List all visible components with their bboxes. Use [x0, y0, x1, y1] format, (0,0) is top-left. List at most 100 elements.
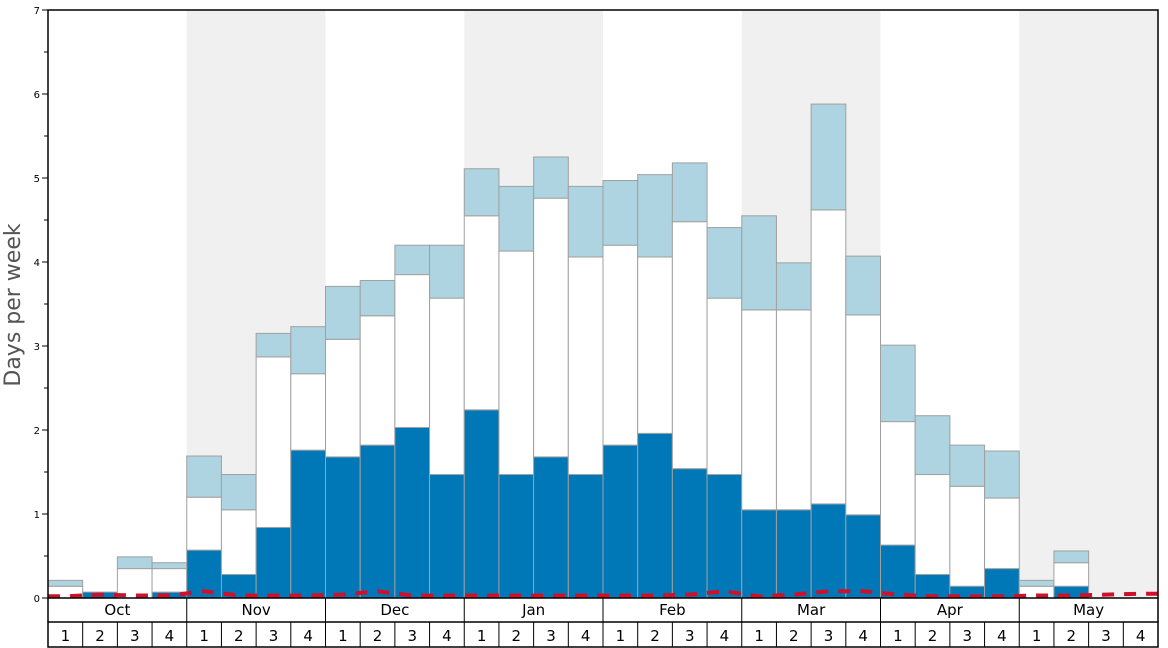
- month-label-apr: Apr: [937, 601, 964, 619]
- y-tick-label: 4: [34, 258, 40, 269]
- bar-white-27: [949, 485, 986, 587]
- bar-light-5: [186, 455, 222, 498]
- month-label-jan: Jan: [521, 601, 545, 619]
- month-label-may: May: [1073, 601, 1104, 619]
- bar-light-3: [116, 556, 153, 570]
- bar-white-25: [880, 421, 916, 546]
- week-label: 2: [650, 627, 660, 645]
- bar-dark-9: [325, 456, 361, 599]
- bar-white-15: [533, 197, 569, 458]
- week-label: 1: [61, 627, 71, 645]
- week-label: 4: [581, 627, 591, 645]
- week-label: 2: [789, 627, 799, 645]
- week-label: 3: [824, 627, 834, 645]
- bar-light-11: [394, 244, 431, 276]
- bar-white-24: [845, 314, 881, 516]
- bar-white-17: [602, 244, 639, 446]
- bar-light-17: [602, 180, 639, 246]
- week-label: 4: [303, 627, 313, 645]
- y-tick-label: 2: [34, 426, 40, 437]
- bar-dark-21: [741, 509, 777, 599]
- bar-white-7: [255, 356, 292, 528]
- bar-dark-19: [671, 468, 708, 599]
- bar-white-14: [498, 250, 535, 476]
- week-label: 1: [1032, 627, 1042, 645]
- bar-light-8: [290, 326, 326, 375]
- bar-white-22: [775, 309, 812, 511]
- bar-light-30: [1053, 550, 1090, 564]
- bar-white-5: [186, 496, 222, 551]
- bar-light-6: [220, 474, 257, 511]
- bar-dark-23: [810, 503, 847, 599]
- bar-white-8: [290, 373, 326, 451]
- week-label: 2: [234, 627, 244, 645]
- bar-light-23: [810, 103, 847, 211]
- month-label-nov: Nov: [241, 601, 270, 619]
- bar-dark-14: [498, 474, 535, 599]
- axes: [42, 9, 1159, 648]
- bar-dark-28: [984, 568, 1020, 599]
- week-label: 2: [373, 627, 383, 645]
- y-tick-label: 6: [34, 90, 40, 101]
- bar-white-11: [394, 274, 431, 428]
- bar-white-16: [567, 256, 604, 476]
- week-label: 3: [685, 627, 695, 645]
- dashed-line-series: [48, 589, 1158, 599]
- week-label: 1: [893, 627, 903, 645]
- bar-light-25: [880, 344, 916, 423]
- bar-light-1: [47, 579, 84, 587]
- week-label: 3: [130, 627, 140, 645]
- bar-white-9: [325, 338, 361, 458]
- week-label: 3: [407, 627, 417, 645]
- bar-dark-15: [533, 456, 569, 599]
- month-label-mar: Mar: [797, 601, 826, 619]
- bar-light-4: [151, 562, 188, 570]
- bar-light-12: [429, 244, 465, 299]
- week-label: 1: [477, 627, 487, 645]
- bar-white-20: [706, 297, 743, 476]
- week-label: 3: [1101, 627, 1111, 645]
- week-label: 1: [616, 627, 626, 645]
- bar-white-10: [359, 315, 396, 446]
- month-shade-may: [1019, 10, 1158, 598]
- bar-white-12: [429, 297, 465, 476]
- month-label-oct: Oct: [104, 601, 130, 619]
- y-tick-label: 5: [34, 174, 40, 185]
- bar-light-20: [706, 227, 743, 299]
- week-label: 2: [1067, 627, 1077, 645]
- bar-dark-20: [706, 474, 743, 599]
- bar-white-28: [984, 497, 1020, 570]
- bar-light-18: [637, 174, 673, 258]
- bar-light-14: [498, 185, 535, 252]
- bar-dark-7: [255, 526, 292, 599]
- bar-dark-24: [845, 514, 881, 599]
- week-label: 2: [928, 627, 938, 645]
- bar-dark-10: [359, 444, 396, 599]
- bar-light-19: [671, 162, 708, 223]
- bar-light-9: [325, 285, 361, 340]
- bar-dark-12: [429, 474, 465, 599]
- bar-light-7: [255, 332, 292, 358]
- week-label: 2: [512, 627, 522, 645]
- bar-light-21: [741, 215, 777, 311]
- bar-series: [47, 103, 1090, 599]
- week-label: 4: [997, 627, 1007, 645]
- bar-light-13: [463, 168, 500, 217]
- week-label: 3: [269, 627, 279, 645]
- bar-white-30: [1053, 562, 1090, 587]
- bar-dark-8: [290, 449, 326, 599]
- bar-light-27: [949, 444, 986, 487]
- bar-light-29: [1018, 579, 1055, 587]
- week-label: 1: [754, 627, 764, 645]
- y-tick-label: 7: [34, 6, 40, 17]
- bar-white-21: [741, 309, 777, 511]
- bar-dark-25: [880, 544, 916, 599]
- week-label: 4: [442, 627, 452, 645]
- y-tick-label: 3: [34, 342, 40, 353]
- week-label: 4: [858, 627, 868, 645]
- week-label: 3: [546, 627, 556, 645]
- axis-labels: 0 1 2 3 4 5 6 7 Oct 1 2 3 4 Nov 1 2 3 4 Dec 1 2 3 4 Jan 1 2 3 4 Feb 1…: [34, 6, 1146, 645]
- bar-light-10: [359, 279, 396, 317]
- bar-dark-16: [567, 474, 604, 599]
